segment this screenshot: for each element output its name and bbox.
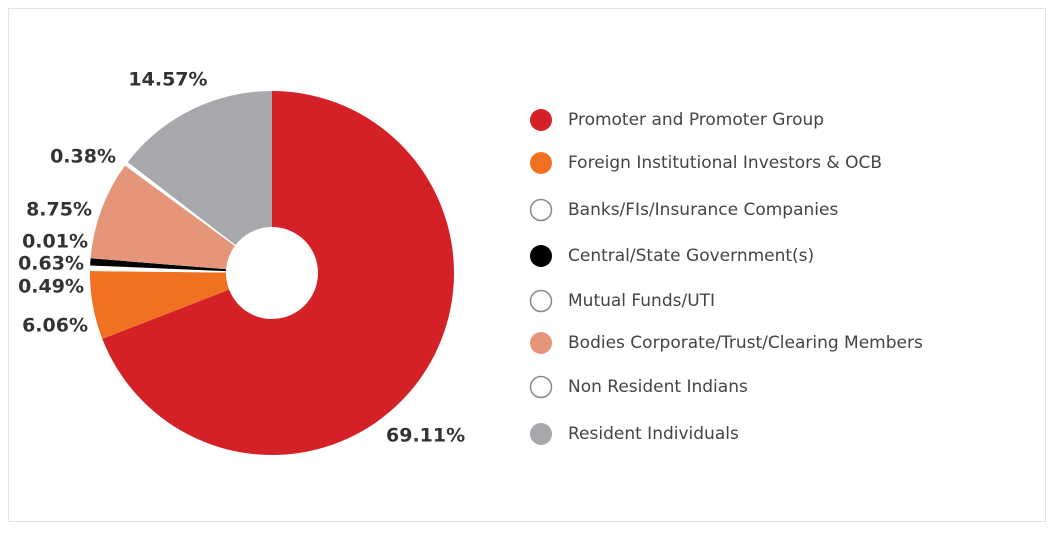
value-label: 0.01% [22, 231, 88, 253]
pie-slice [90, 258, 227, 272]
pie-slice [90, 165, 235, 270]
legend-label: Banks/FIs/Insurance Companies [568, 200, 838, 220]
pie-slice [125, 162, 236, 246]
pie-slice [90, 265, 227, 273]
legend-marker [529, 198, 553, 222]
legend-marker [530, 152, 552, 174]
legend-label: Bodies Corporate/Trust/Clearing Members [568, 333, 923, 353]
legend-label: Promoter and Promoter Group [568, 110, 824, 130]
pie-slice [90, 271, 230, 339]
pie-slice [102, 91, 454, 455]
legend-label: Mutual Funds/UTI [568, 291, 715, 311]
pie-slice [90, 258, 227, 270]
value-label: 6.06% [22, 315, 88, 337]
value-label: 8.75% [26, 199, 92, 221]
legend-marker [530, 109, 552, 131]
legend-marker [530, 332, 552, 354]
value-label: 0.63% [18, 253, 84, 275]
legend-marker [529, 375, 553, 399]
legend-marker [530, 423, 552, 445]
value-label: 14.57% [128, 69, 207, 91]
value-label: 0.38% [50, 146, 116, 168]
legend-marker [530, 245, 552, 267]
legend-label: Non Resident Indians [568, 377, 748, 397]
pie-slice [127, 91, 272, 245]
legend-label: Foreign Institutional Investors & OCB [568, 153, 882, 173]
legend-marker [529, 289, 553, 313]
value-label: 69.11% [386, 425, 465, 447]
value-label: 0.49% [18, 276, 84, 298]
legend-label: Central/State Government(s) [568, 246, 814, 266]
legend-label: Resident Individuals [568, 424, 739, 444]
